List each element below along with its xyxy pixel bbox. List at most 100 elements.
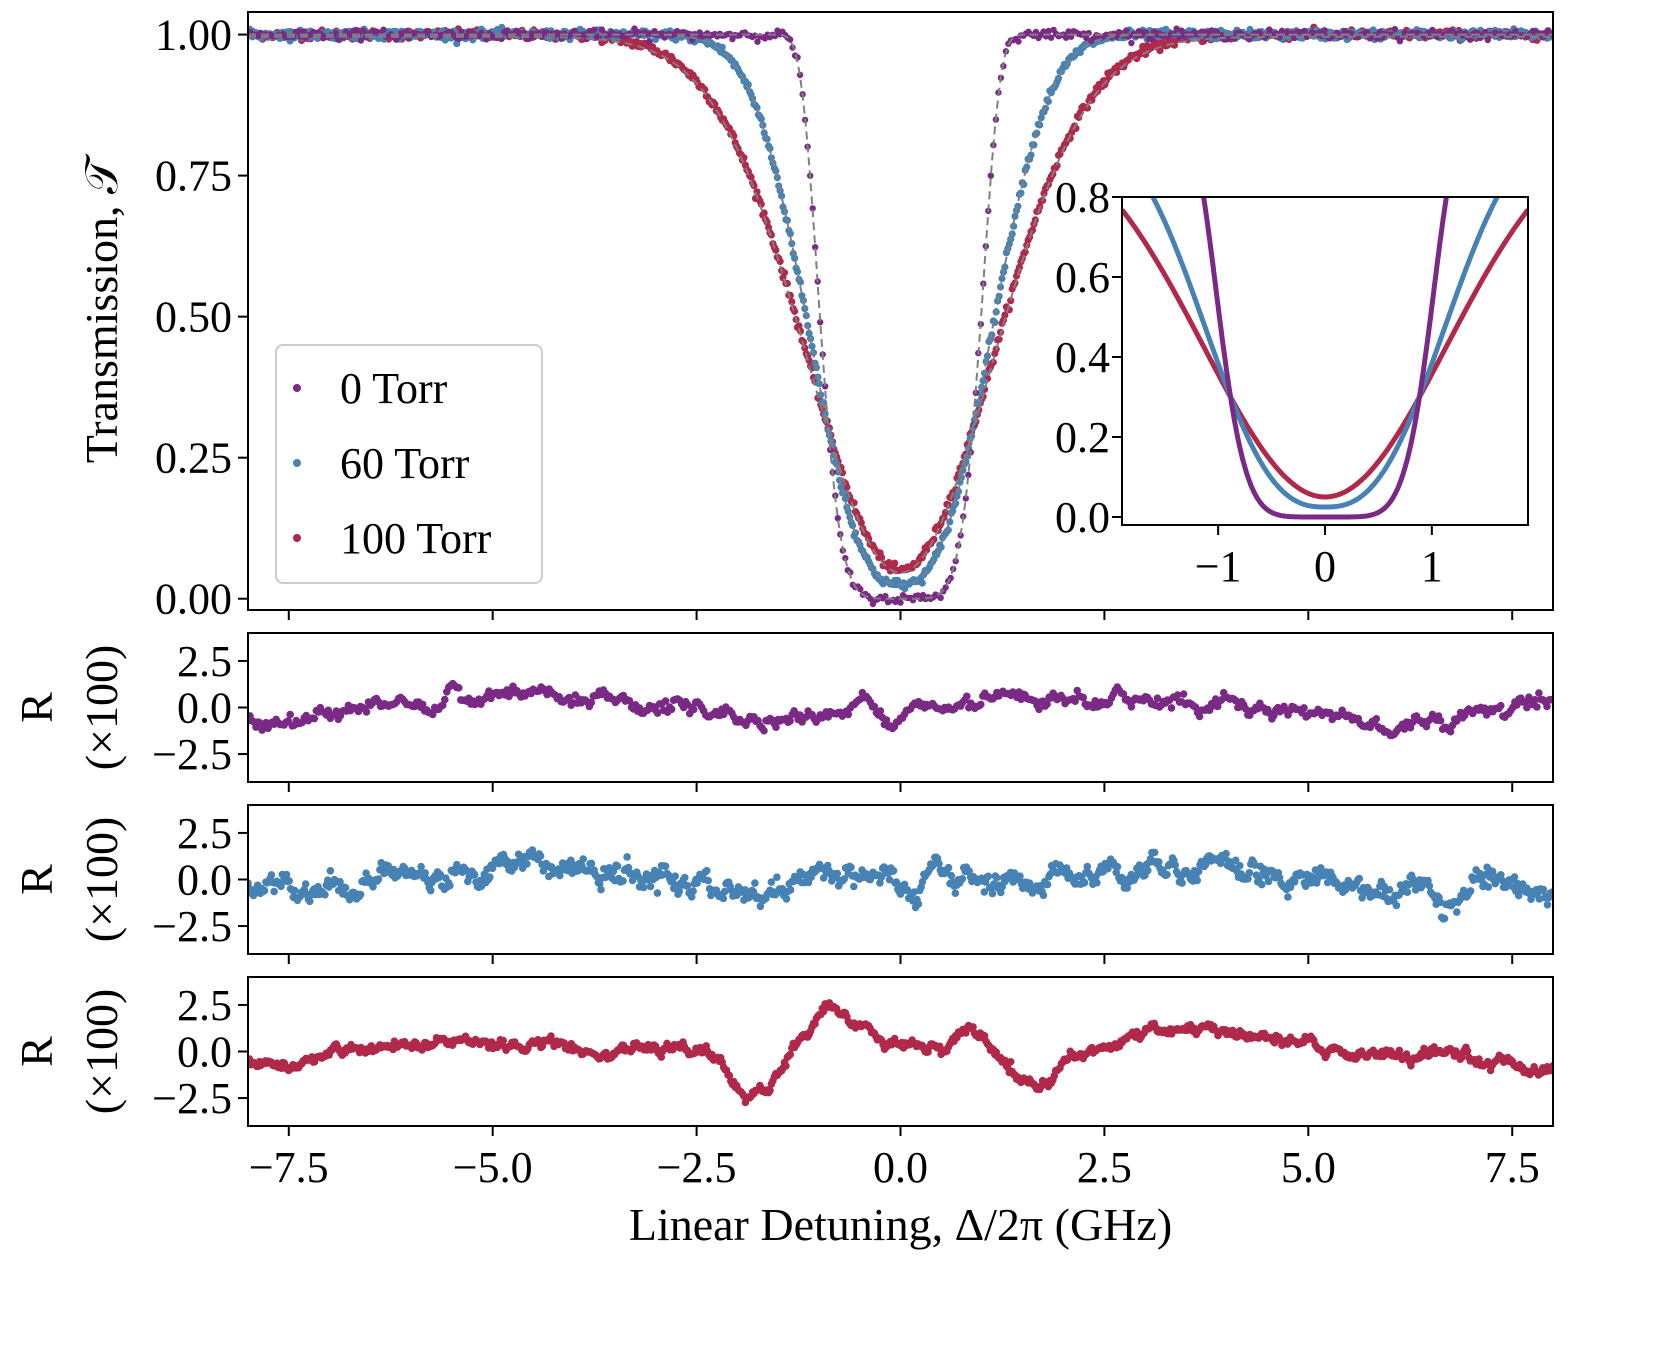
residual-point [421,869,430,877]
data-point [503,27,510,34]
data-point [791,254,799,262]
data-point [987,172,994,179]
data-point [793,268,802,276]
data-point [867,595,874,602]
inset-y-tick-label: 0.8 [1055,173,1110,222]
transmission-axis-label: Transmission, 𝒯 [76,153,127,463]
residual-point [602,1048,610,1057]
residual-point [1242,705,1250,713]
data-point [1201,28,1208,35]
residual-point [1236,861,1244,870]
residual-point [653,889,662,897]
residual-point [486,873,494,881]
data-point [1044,97,1052,106]
residual-point [639,883,648,892]
data-point [300,28,307,35]
residual-point [609,867,618,876]
residual-point [282,870,291,879]
residual-point [1144,866,1152,875]
residual-point [595,879,604,888]
data-point [995,335,1003,343]
residual-point [766,1086,774,1095]
residual-plot-100-torr: −2.50.02.5−7.5 −5.0 −2.5 0.0 2.5 5.0 7.5R (×100… [11,976,1554,1192]
residual-point [646,882,655,891]
legend-label: 60 Torr [340,439,470,488]
residual-point [1301,882,1310,890]
residual-point [1019,884,1027,892]
residual-point [1123,884,1131,892]
residual-point [1446,727,1455,736]
residual-point [876,879,884,887]
data-point [788,240,796,248]
data-point [747,173,755,181]
residual-point [446,881,454,890]
residual-point [1300,704,1308,712]
data-point [817,319,824,326]
data-point [837,483,845,491]
residual-point [374,875,383,883]
residual-point [1195,712,1204,721]
residual-y-tick-label: 0.0 [177,856,232,905]
residual-point [536,852,545,860]
residual-data-layer [248,846,1553,923]
data-point [962,495,969,502]
data-point [897,599,904,606]
residual-y-tick-label: −2.5 [152,730,232,779]
residual-point [1006,1058,1015,1066]
data-point [753,104,761,112]
residual-point [1255,875,1263,883]
data-point [796,71,804,79]
residual-point [689,705,698,714]
residual-point [767,878,776,886]
data-point [783,216,792,224]
data-point [918,579,926,587]
data-point [1054,74,1063,82]
residual-point [286,710,295,719]
residual-point [462,866,471,875]
fit-line [248,33,1553,586]
data-point [809,205,816,212]
residual-point [1179,690,1188,698]
residual-point [958,875,967,883]
data-point [1023,163,1031,171]
residual-axis-label-r: R [11,692,62,723]
data-point [1484,36,1492,44]
residual-point [689,887,697,895]
residual-point [935,859,943,868]
legend-label: 100 Torr [340,514,492,563]
residual-point [751,879,759,887]
data-point [1045,27,1052,35]
residual-point [1216,859,1225,868]
residual-point [623,853,631,861]
data-point [332,29,339,37]
data-point [772,246,780,254]
residual-point [565,693,573,702]
data-point [1021,248,1029,256]
data-point [402,28,410,35]
y-tick-label: 0.25 [155,434,232,483]
data-point [295,28,302,35]
residual-point [1513,701,1521,709]
data-point [843,483,851,491]
data-point [1301,27,1308,35]
legend-marker [293,534,301,542]
inset-y-tick-label: 0.0 [1055,493,1110,542]
data-point [1017,189,1025,197]
residual-point [977,700,985,709]
residual-point [579,855,587,863]
residual-point [260,886,269,895]
residual-point [1491,879,1500,888]
data-point [822,383,829,390]
data-point [1065,28,1072,35]
data-point [1178,27,1185,34]
data-point [1128,39,1135,47]
data-point [1083,104,1092,112]
data-point [360,27,367,34]
transmission-plot: 0.000.250.500.751.00 [155,11,1554,624]
data-point [1123,27,1130,34]
residual-point [625,696,634,705]
data-point [591,26,598,33]
residual-point [1244,874,1252,883]
residual-point [1539,885,1548,894]
residual-point [870,702,879,711]
